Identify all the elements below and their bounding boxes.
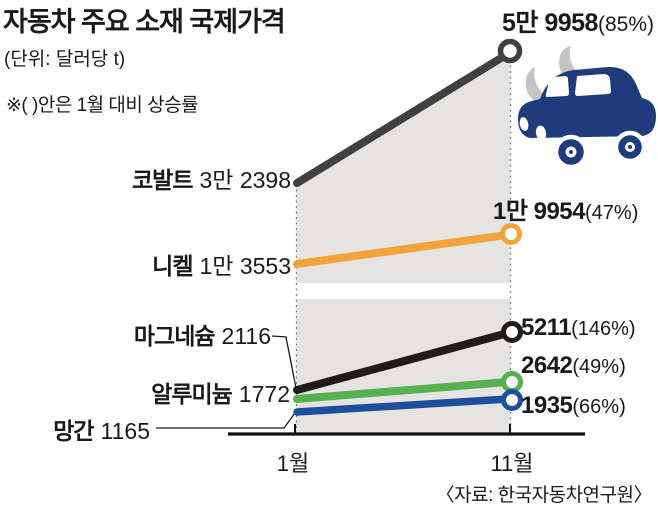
manganese-label: 망간 1165 — [53, 412, 150, 446]
manganese-connector-line — [156, 412, 296, 429]
cobalt-start-value: 3만 2398 — [199, 167, 291, 193]
gray-band-upper — [296, 55, 510, 283]
nickel-marker — [500, 223, 522, 245]
cobalt-name: 코발트 — [132, 167, 193, 193]
nickel-label: 니켈 1만 3553 — [152, 247, 291, 281]
cobalt-line — [293, 51, 510, 187]
magnesium-line — [293, 329, 512, 394]
manganese-end-pct: (66%) — [572, 396, 626, 418]
unit-note: (단위: 달러당 t) — [4, 49, 126, 70]
cobalt-end-label: 5만 9958(85%) — [502, 3, 654, 39]
car-icon — [518, 46, 656, 170]
page-title: 자동차 주요 소재 국제가격 — [3, 7, 286, 37]
magnesium-end-label: 5211(146%) — [521, 314, 636, 342]
manganese-line — [293, 395, 512, 416]
cobalt-marker — [497, 38, 523, 64]
car-headlight — [519, 117, 529, 131]
car-rear-window — [575, 74, 611, 96]
nickel-end-label: 1만 9954(47%) — [493, 191, 638, 226]
magnesium-marker — [501, 321, 523, 343]
cobalt-label: 코발트 3만 2398 — [132, 161, 291, 195]
magnesium-end-pct: (146%) — [571, 318, 636, 340]
magnesium-connector-line — [271, 335, 297, 389]
magnesium-start-value: 2116 — [221, 323, 271, 349]
cobalt-end-value: 5만 9958 — [502, 9, 598, 37]
aluminum-end-label: 2642(49%) — [521, 352, 626, 380]
x-axis-label-nov: 11월 — [490, 451, 534, 476]
aluminum-name: 알루미늄 — [151, 381, 233, 407]
aluminum-start-value: 1772 — [238, 381, 290, 407]
magnesium-end-value: 5211 — [521, 314, 572, 341]
nickel-end-value: 1만 9954 — [493, 198, 586, 225]
manganese-marker — [501, 389, 523, 411]
source-credit: 〈자료: 한국자동차연구원〉 — [435, 485, 653, 506]
aluminum-line — [293, 378, 512, 403]
aluminum-marker — [501, 371, 523, 393]
car-rear-wheel — [613, 130, 647, 164]
magnesium-name: 마그네슘 — [133, 323, 216, 349]
manganese-name: 망간 — [53, 418, 94, 444]
magnesium-label: 마그네슘 2116 — [134, 317, 271, 351]
pct-note: ※( )안은 1월 대비 상승률 — [6, 95, 199, 116]
nickel-start-value: 1만 3553 — [199, 253, 291, 279]
manganese-start-value: 1165 — [100, 418, 150, 444]
nickel-line — [293, 231, 511, 268]
aluminum-label: 알루미늄 1772 — [151, 375, 290, 409]
aluminum-end-value: 2642 — [521, 352, 573, 379]
car-front-window — [545, 76, 569, 97]
cobalt-end-pct: (85%) — [597, 13, 654, 36]
nickel-name: 니켈 — [152, 253, 193, 279]
x-axis-label-jan: 1월 — [276, 451, 310, 476]
car-foglight — [535, 125, 547, 141]
nickel-end-pct: (47%) — [585, 202, 639, 224]
manganese-end-value: 1935 — [521, 392, 573, 419]
aluminum-end-pct: (49%) — [572, 356, 626, 378]
manganese-end-label: 1935(66%) — [521, 392, 626, 420]
car-front-wheel — [553, 134, 589, 170]
